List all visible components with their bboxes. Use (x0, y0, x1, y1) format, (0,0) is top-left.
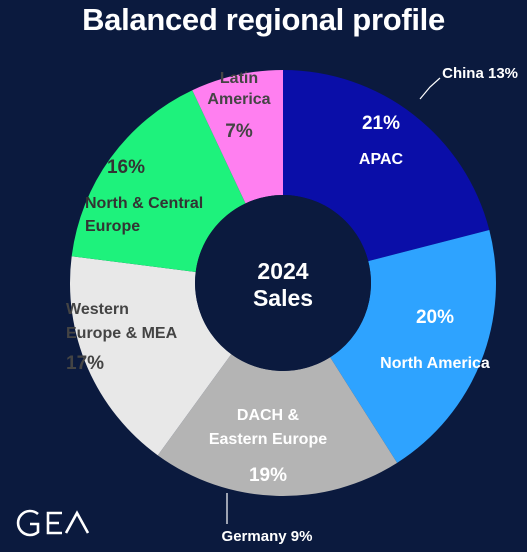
chart-title: Balanced regional profile (82, 2, 445, 37)
slices-group (70, 70, 496, 497)
slice-value-label: 7% (225, 121, 253, 142)
china-leader-line (419, 77, 441, 100)
slice-value-label: 19% (249, 465, 287, 486)
slice-category-label: APAC (359, 151, 404, 168)
slice-value-label: 20% (416, 307, 454, 328)
slice-category-label: Europe (85, 218, 140, 235)
slice-category-label: Europe & MEA (66, 325, 178, 342)
slice-latin-america (192, 70, 283, 204)
slice-category-label: Western (66, 301, 129, 318)
slice-apac (283, 70, 490, 262)
slice-category-label: North & Central (85, 195, 203, 212)
slice-western-europe-mea (70, 256, 232, 456)
slice-dach-eastern-europe (157, 354, 398, 497)
slice-value-label: 16% (107, 157, 145, 178)
gea-logo (16, 509, 90, 537)
slice-north-central-europe (71, 90, 246, 272)
china-annotation: China 13% (442, 65, 518, 82)
slice-category-label: America (207, 91, 270, 108)
center-label-sales: Sales (253, 285, 313, 311)
donut-hole (195, 195, 371, 371)
slice-value-label: 17% (66, 353, 104, 374)
center-label-year: 2024 (257, 258, 308, 284)
slice-north-america (330, 230, 496, 463)
germany-annotation: Germany 9% (222, 528, 313, 545)
slice-category-label: DACH & (237, 407, 300, 424)
slice-category-label: Latin (220, 70, 258, 87)
slice-value-label: 21% (362, 113, 400, 134)
labels-group: 21% APAC 20% North America DACH & Eastern Eur… (66, 70, 490, 486)
slice-category-label: Eastern Europe (209, 431, 327, 448)
slice-category-label: North America (380, 355, 490, 372)
